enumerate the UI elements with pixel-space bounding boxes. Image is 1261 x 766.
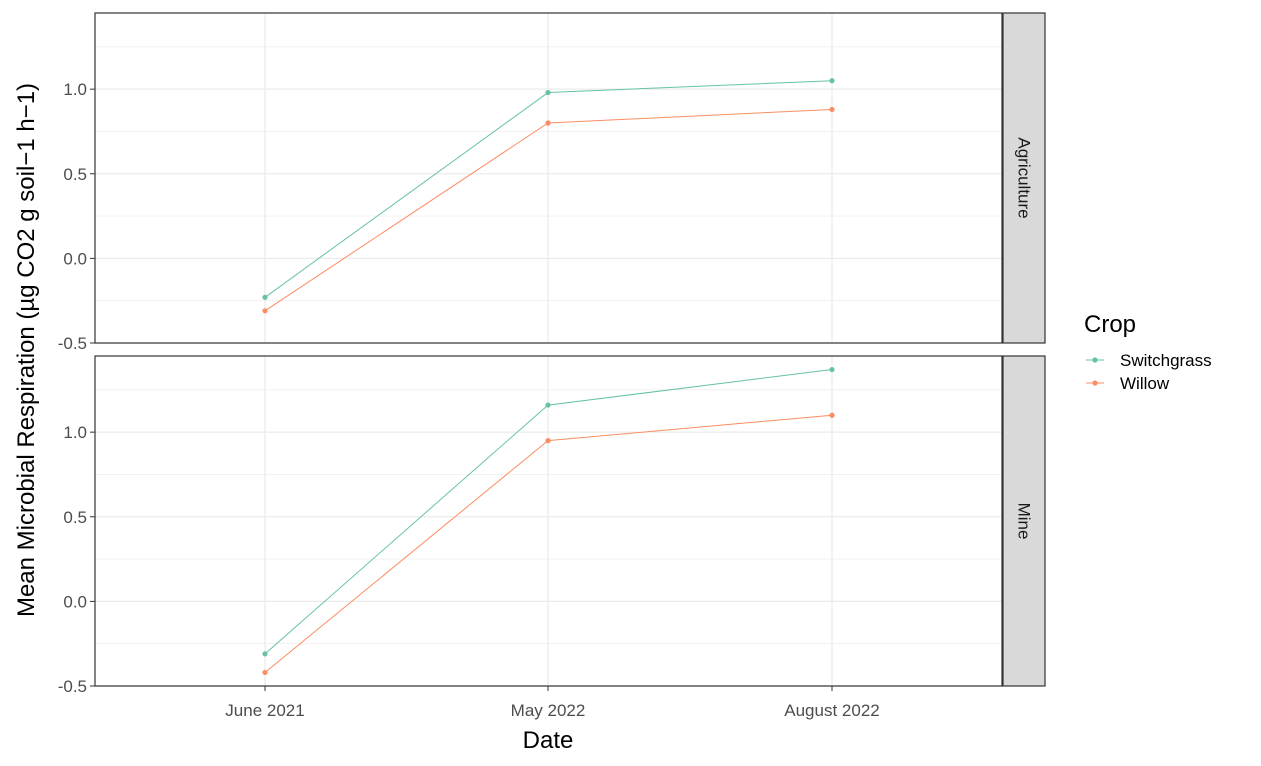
data-point-willow [545,438,551,444]
legend-key-point [1092,357,1098,363]
data-point-switchgrass [262,294,268,300]
legend-item-willow: Willow [1086,374,1170,393]
data-point-willow [262,308,268,314]
facet-strip-label: Agriculture [1015,137,1034,218]
legend-key-point [1092,380,1098,386]
legend-title: Crop [1084,311,1136,338]
x-tick-label: August 2022 [784,701,879,720]
panel-border [94,12,1003,344]
x-tick-label: May 2022 [511,701,586,720]
y-tick-label: -0.5 [58,334,87,353]
facet-panels: -0.5 0.0 0.5 1.0 Agriculture -0.5 0.0 0.5 1.0 Min… [58,12,1046,696]
data-point-switchgrass [545,402,551,408]
facet-panel-agriculture: -0.5 0.0 0.5 1.0 Agriculture [58,12,1046,353]
data-point-willow [829,106,835,113]
y-tick-label: 0.0 [63,592,87,611]
x-axis-title: Date [523,727,574,754]
y-tick-label: 0.5 [63,508,87,527]
data-point-switchgrass [829,366,835,373]
data-point-willow [545,120,551,126]
data-point-switchgrass [262,651,268,657]
facet-strip [1002,355,1046,687]
data-point-switchgrass [829,78,835,84]
x-tick-label: June 2021 [225,701,304,720]
y-tick-label: 1.0 [63,423,87,442]
data-point-willow [262,669,268,676]
y-tick-label: 0.5 [63,165,87,184]
legend-item-switchgrass: Switchgrass [1086,351,1212,370]
y-tick-label: 1.0 [63,80,87,99]
x-axis: June 2021 May 2022 August 2022 [225,686,880,720]
y-tick-label: -0.5 [58,677,87,696]
data-point-willow [829,412,835,418]
y-tick-label: 0.0 [63,249,87,268]
facet-strip [1002,12,1046,344]
legend-label: Switchgrass [1120,351,1212,370]
facet-panel-mine: -0.5 0.0 0.5 1.0 Mine [58,355,1046,696]
legend-items: Switchgrass Willow [1086,351,1212,393]
data-point-switchgrass [545,89,551,96]
legend-label: Willow [1120,374,1170,393]
y-axis-title: Mean Microbial Respiration (µg CO2 g soi… [13,83,40,617]
facet-strip-label: Mine [1015,503,1034,540]
legend: Crop Switchgrass Willow [1084,311,1212,393]
